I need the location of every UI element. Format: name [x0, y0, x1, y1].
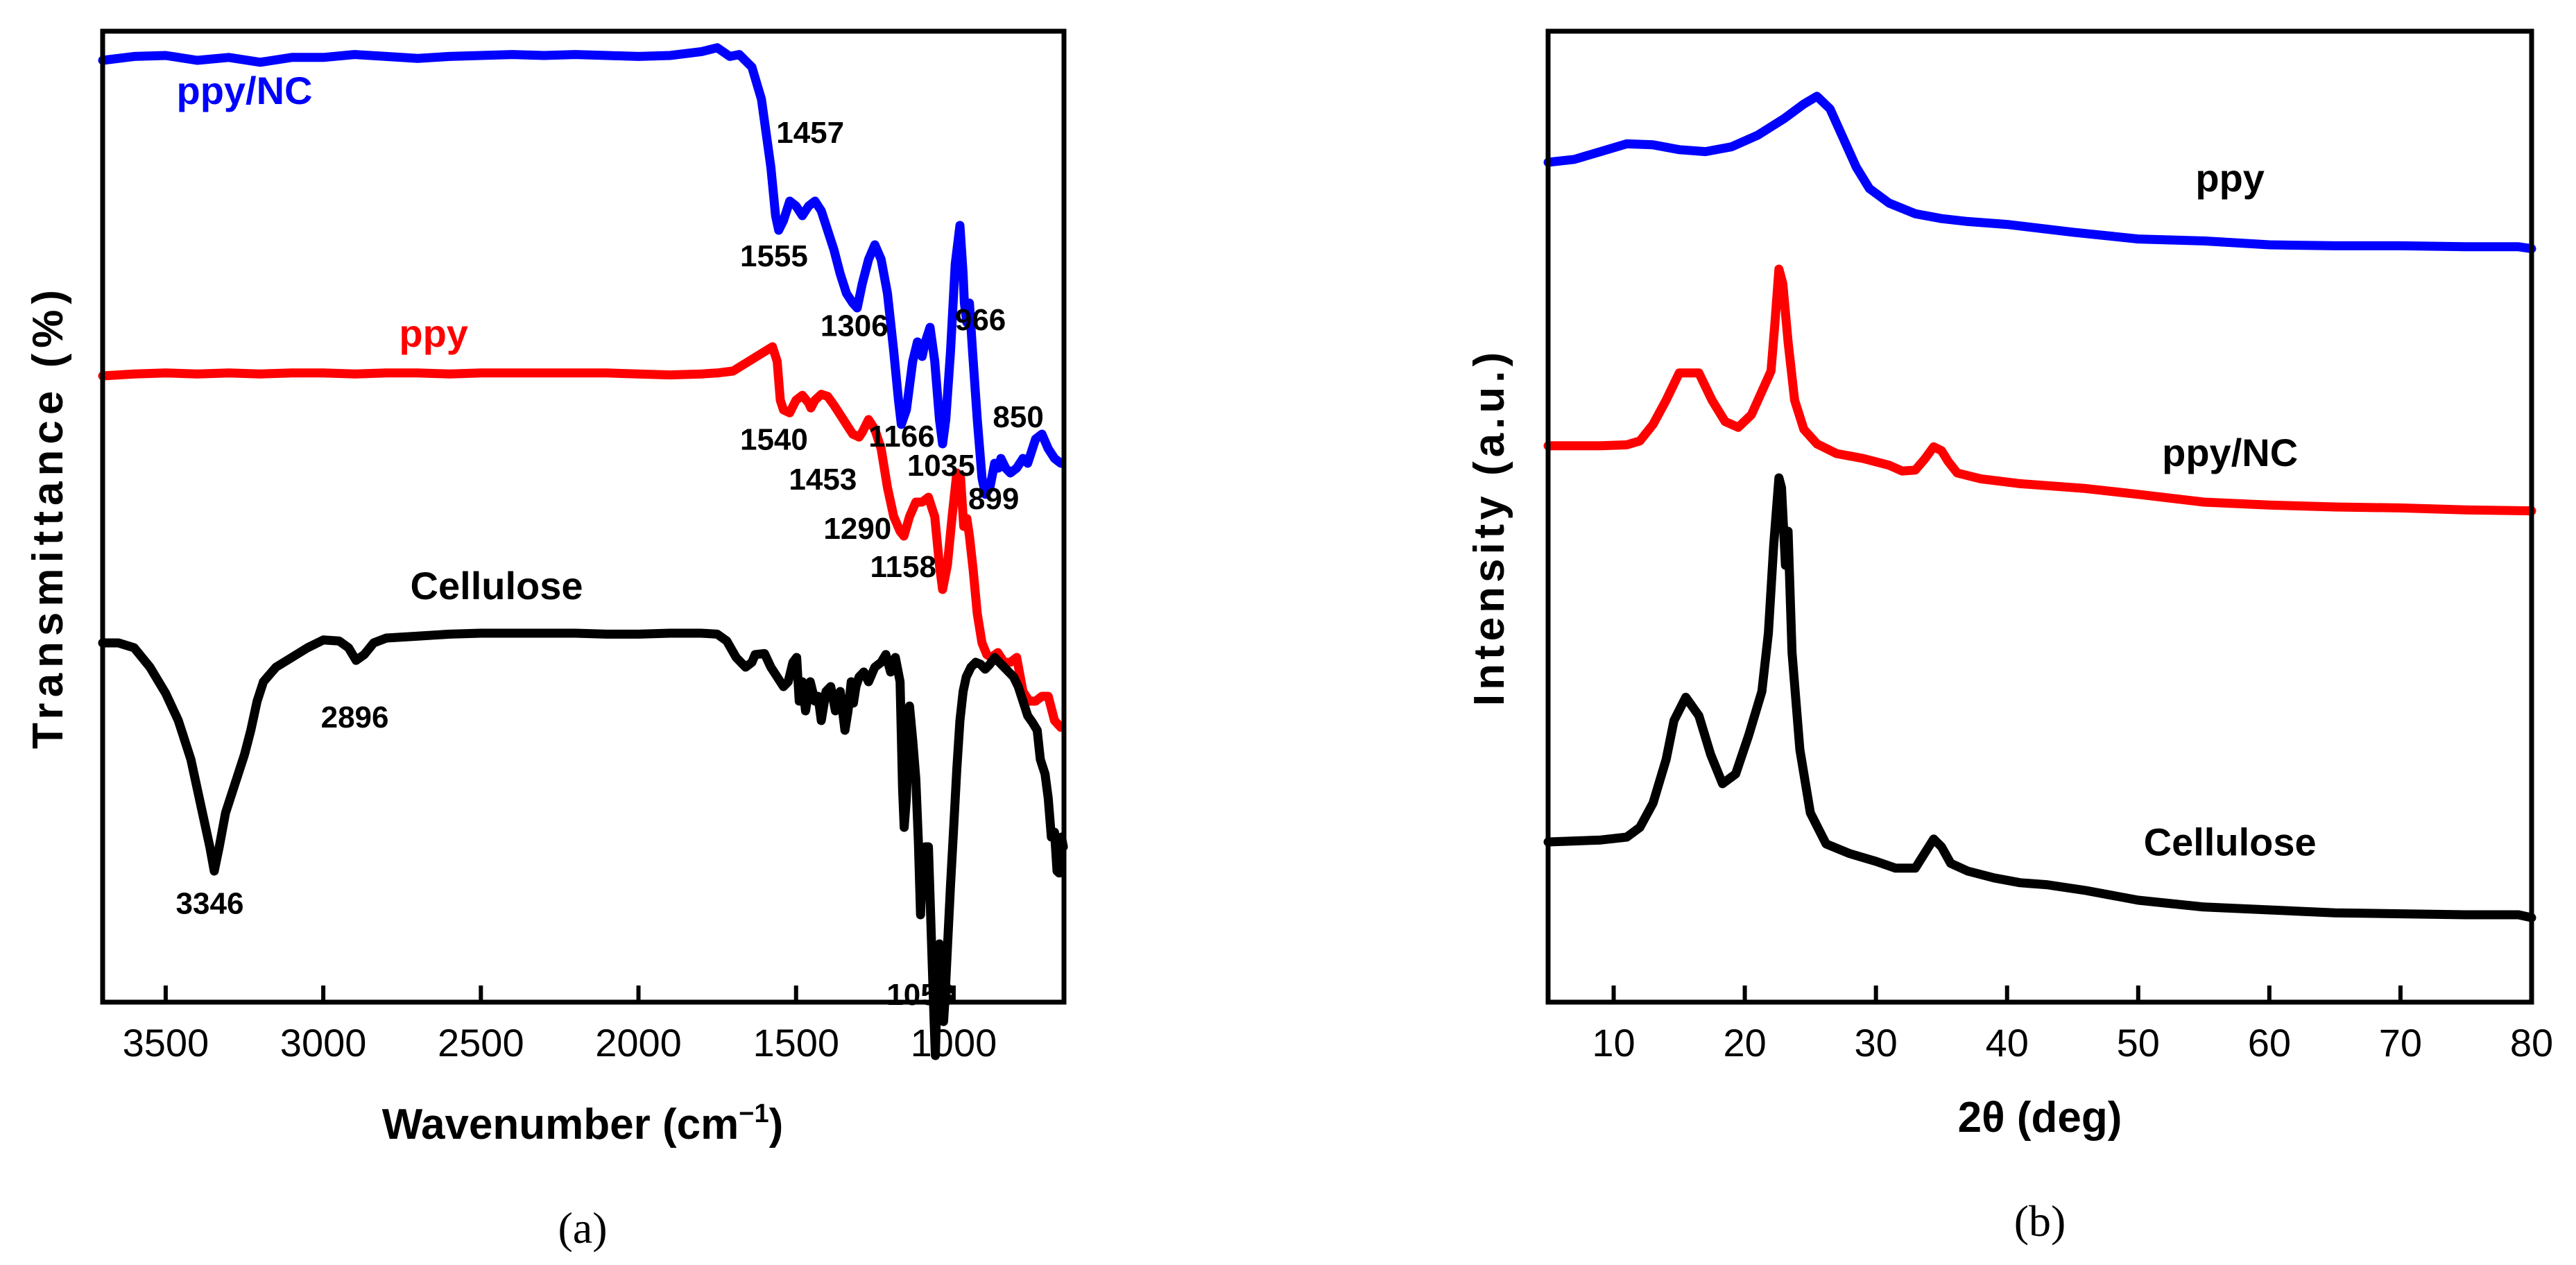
ftir-peak-label-1457: 1457 — [776, 116, 844, 150]
ftir-series-label-cellulose: Cellulose — [411, 564, 583, 608]
xrd-x-tick-label: 80 — [2510, 1021, 2553, 1065]
ftir-peak-label-3346: 3346 — [176, 887, 244, 921]
ftir-x-axis-title: Wavenumber (cm−1) — [382, 1099, 783, 1148]
ftir-x-tick-label: 3000 — [280, 1021, 367, 1065]
ftir-peak-label-1158: 1158 — [870, 550, 936, 584]
xrd-x-ticks: 10 20 30 40 50 60 70 80 — [1592, 986, 2553, 1065]
ftir-series-label-ppy: ppy — [399, 311, 468, 355]
ftir-curves — [98, 43, 1068, 1060]
ftir-peak-label-1058: 1058 — [886, 978, 954, 1012]
xrd-curve-cellulose — [1543, 473, 2536, 922]
ftir-y-axis-title: Transmittance (%) — [24, 284, 72, 749]
xrd-series-label-ppy: ppy — [2195, 156, 2265, 200]
ftir-x-tick-label: 2500 — [438, 1021, 524, 1065]
xrd-curves — [1543, 92, 2536, 922]
ftir-series-labels: ppy/NC ppy Cellulose — [176, 69, 583, 608]
xrd-x-tick-label: 30 — [1855, 1021, 1898, 1065]
xrd-series-label-ppy-nc: ppy/NC — [2162, 431, 2298, 474]
ftir-curve-cellulose — [98, 628, 1068, 1060]
ftir-peak-label-1035: 1035 — [907, 449, 975, 483]
ftir-x-ticks: 3500 3000 2500 2000 1500 1000 — [123, 986, 997, 1065]
ftir-peak-annotations: 1457 1555 1306 966 1166 850 1035 1540 899 1453 129… — [176, 116, 1044, 1012]
xrd-x-tick-label: 10 — [1592, 1021, 1635, 1065]
xrd-series-labels: ppy ppy/NC Cellulose — [2144, 156, 2317, 864]
ftir-x-tick-label: 3500 — [123, 1021, 209, 1065]
ftir-curve-ppy — [98, 342, 1065, 732]
ftir-peak-label-1540: 1540 — [740, 422, 808, 456]
xrd-x-tick-label: 20 — [1723, 1021, 1766, 1065]
panel-label-b: (b) — [2014, 1196, 2066, 1246]
ftir-peak-label-1166: 1166 — [868, 420, 934, 454]
xrd-curve-ppy — [1543, 92, 2536, 254]
xrd-x-tick-label: 40 — [1986, 1021, 2029, 1065]
xrd-x-tick-label: 60 — [2248, 1021, 2291, 1065]
ftir-x-tick-label: 1000 — [911, 1021, 997, 1065]
xrd-x-axis-title: 2θ (deg) — [1958, 1094, 2122, 1142]
ftir-peak-label-1453: 1453 — [789, 463, 857, 497]
ftir-panel-a: 3500 3000 2500 2000 1500 1000 ppy/NC ppy Cellul… — [24, 28, 1068, 1253]
ftir-plot-frame — [100, 28, 1067, 1005]
ftir-x-tick-label: 1500 — [753, 1021, 839, 1065]
xrd-curve-ppy-nc — [1543, 264, 2536, 516]
ftir-series-label-ppy-nc: ppy/NC — [176, 69, 312, 112]
xrd-x-tick-label: 50 — [2117, 1021, 2160, 1065]
ftir-curve-ppy-nc — [98, 43, 1065, 499]
ftir-peak-label-1290: 1290 — [823, 512, 891, 546]
ftir-peak-label-899: 899 — [968, 482, 1019, 516]
ftir-x-tick-label: 2000 — [595, 1021, 682, 1065]
xrd-x-tick-label: 70 — [2379, 1021, 2422, 1065]
xrd-y-axis-title: Intensity (a.u.) — [1466, 348, 1513, 706]
xrd-series-label-cellulose: Cellulose — [2144, 820, 2317, 864]
ftir-peak-label-2896: 2896 — [321, 700, 389, 734]
ftir-peak-label-850: 850 — [993, 400, 1043, 434]
ftir-peak-label-966: 966 — [955, 303, 1006, 337]
xrd-panel-b: 10 20 30 40 50 60 70 80 ppy ppy/NC Cellulose 2θ (… — [1466, 28, 2553, 1246]
ftir-peak-label-1306: 1306 — [821, 309, 888, 343]
panel-label-a: (a) — [558, 1203, 607, 1253]
ftir-peak-label-1555: 1555 — [740, 239, 808, 273]
xrd-plot-frame — [1545, 28, 2534, 1005]
